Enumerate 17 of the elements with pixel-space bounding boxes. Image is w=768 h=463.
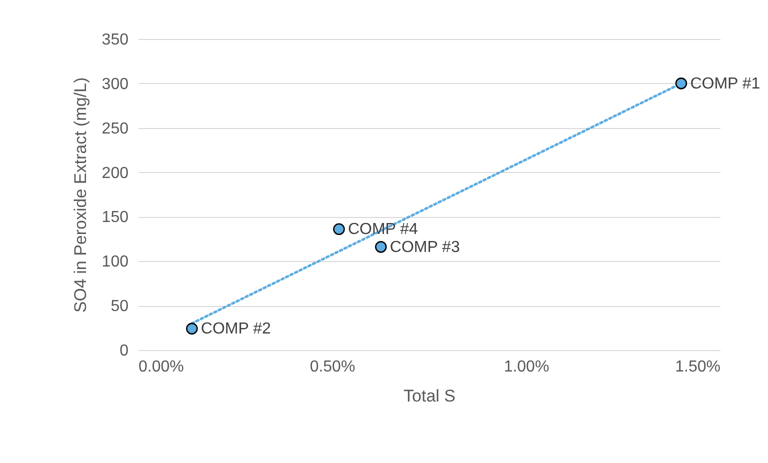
annotation: COMP #2	[200, 320, 271, 338]
x-axis-title: Total S	[404, 386, 456, 406]
x-tick-label: 1.50%	[675, 358, 720, 376]
x-tick-label: 1.00%	[504, 358, 550, 376]
y-tick-label: 0	[120, 342, 129, 360]
y-tick-label: 250	[102, 120, 129, 138]
y-tick-label: 350	[102, 32, 129, 48]
y-axis-title: SO4 in Peroxide Extract (mg/L)	[70, 77, 90, 313]
annotation: COMP #1	[690, 75, 760, 92]
y-tick-label: 50	[110, 298, 129, 316]
y-tick-label: 100	[102, 254, 129, 271]
y-tick-label: 300	[102, 76, 129, 93]
x-tick-label: 0.00%	[138, 358, 184, 376]
annotation: COMP #3	[390, 238, 460, 256]
y-tick-label: 200	[102, 164, 129, 182]
y-tick-label: 150	[102, 209, 129, 226]
x-tick-label: 0.50%	[310, 358, 356, 376]
